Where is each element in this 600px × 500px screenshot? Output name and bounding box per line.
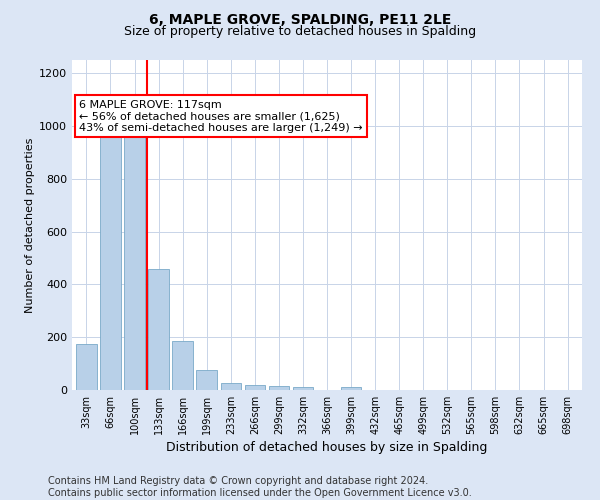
Bar <box>148 268 169 390</box>
Bar <box>221 384 241 390</box>
Text: Contains HM Land Registry data © Crown copyright and database right 2024.
Contai: Contains HM Land Registry data © Crown c… <box>48 476 472 498</box>
Bar <box>245 384 265 390</box>
Bar <box>269 386 289 390</box>
Bar <box>100 136 121 390</box>
Y-axis label: Number of detached properties: Number of detached properties <box>25 138 35 312</box>
Bar <box>172 341 193 390</box>
X-axis label: Distribution of detached houses by size in Spalding: Distribution of detached houses by size … <box>166 441 488 454</box>
Bar <box>76 344 97 390</box>
Text: 6 MAPLE GROVE: 117sqm
← 56% of detached houses are smaller (1,625)
43% of semi-d: 6 MAPLE GROVE: 117sqm ← 56% of detached … <box>79 100 363 133</box>
Text: 6, MAPLE GROVE, SPALDING, PE11 2LE: 6, MAPLE GROVE, SPALDING, PE11 2LE <box>149 12 451 26</box>
Text: Size of property relative to detached houses in Spalding: Size of property relative to detached ho… <box>124 25 476 38</box>
Bar <box>293 388 313 390</box>
Bar <box>341 388 361 390</box>
Bar <box>124 130 145 390</box>
Bar <box>196 370 217 390</box>
